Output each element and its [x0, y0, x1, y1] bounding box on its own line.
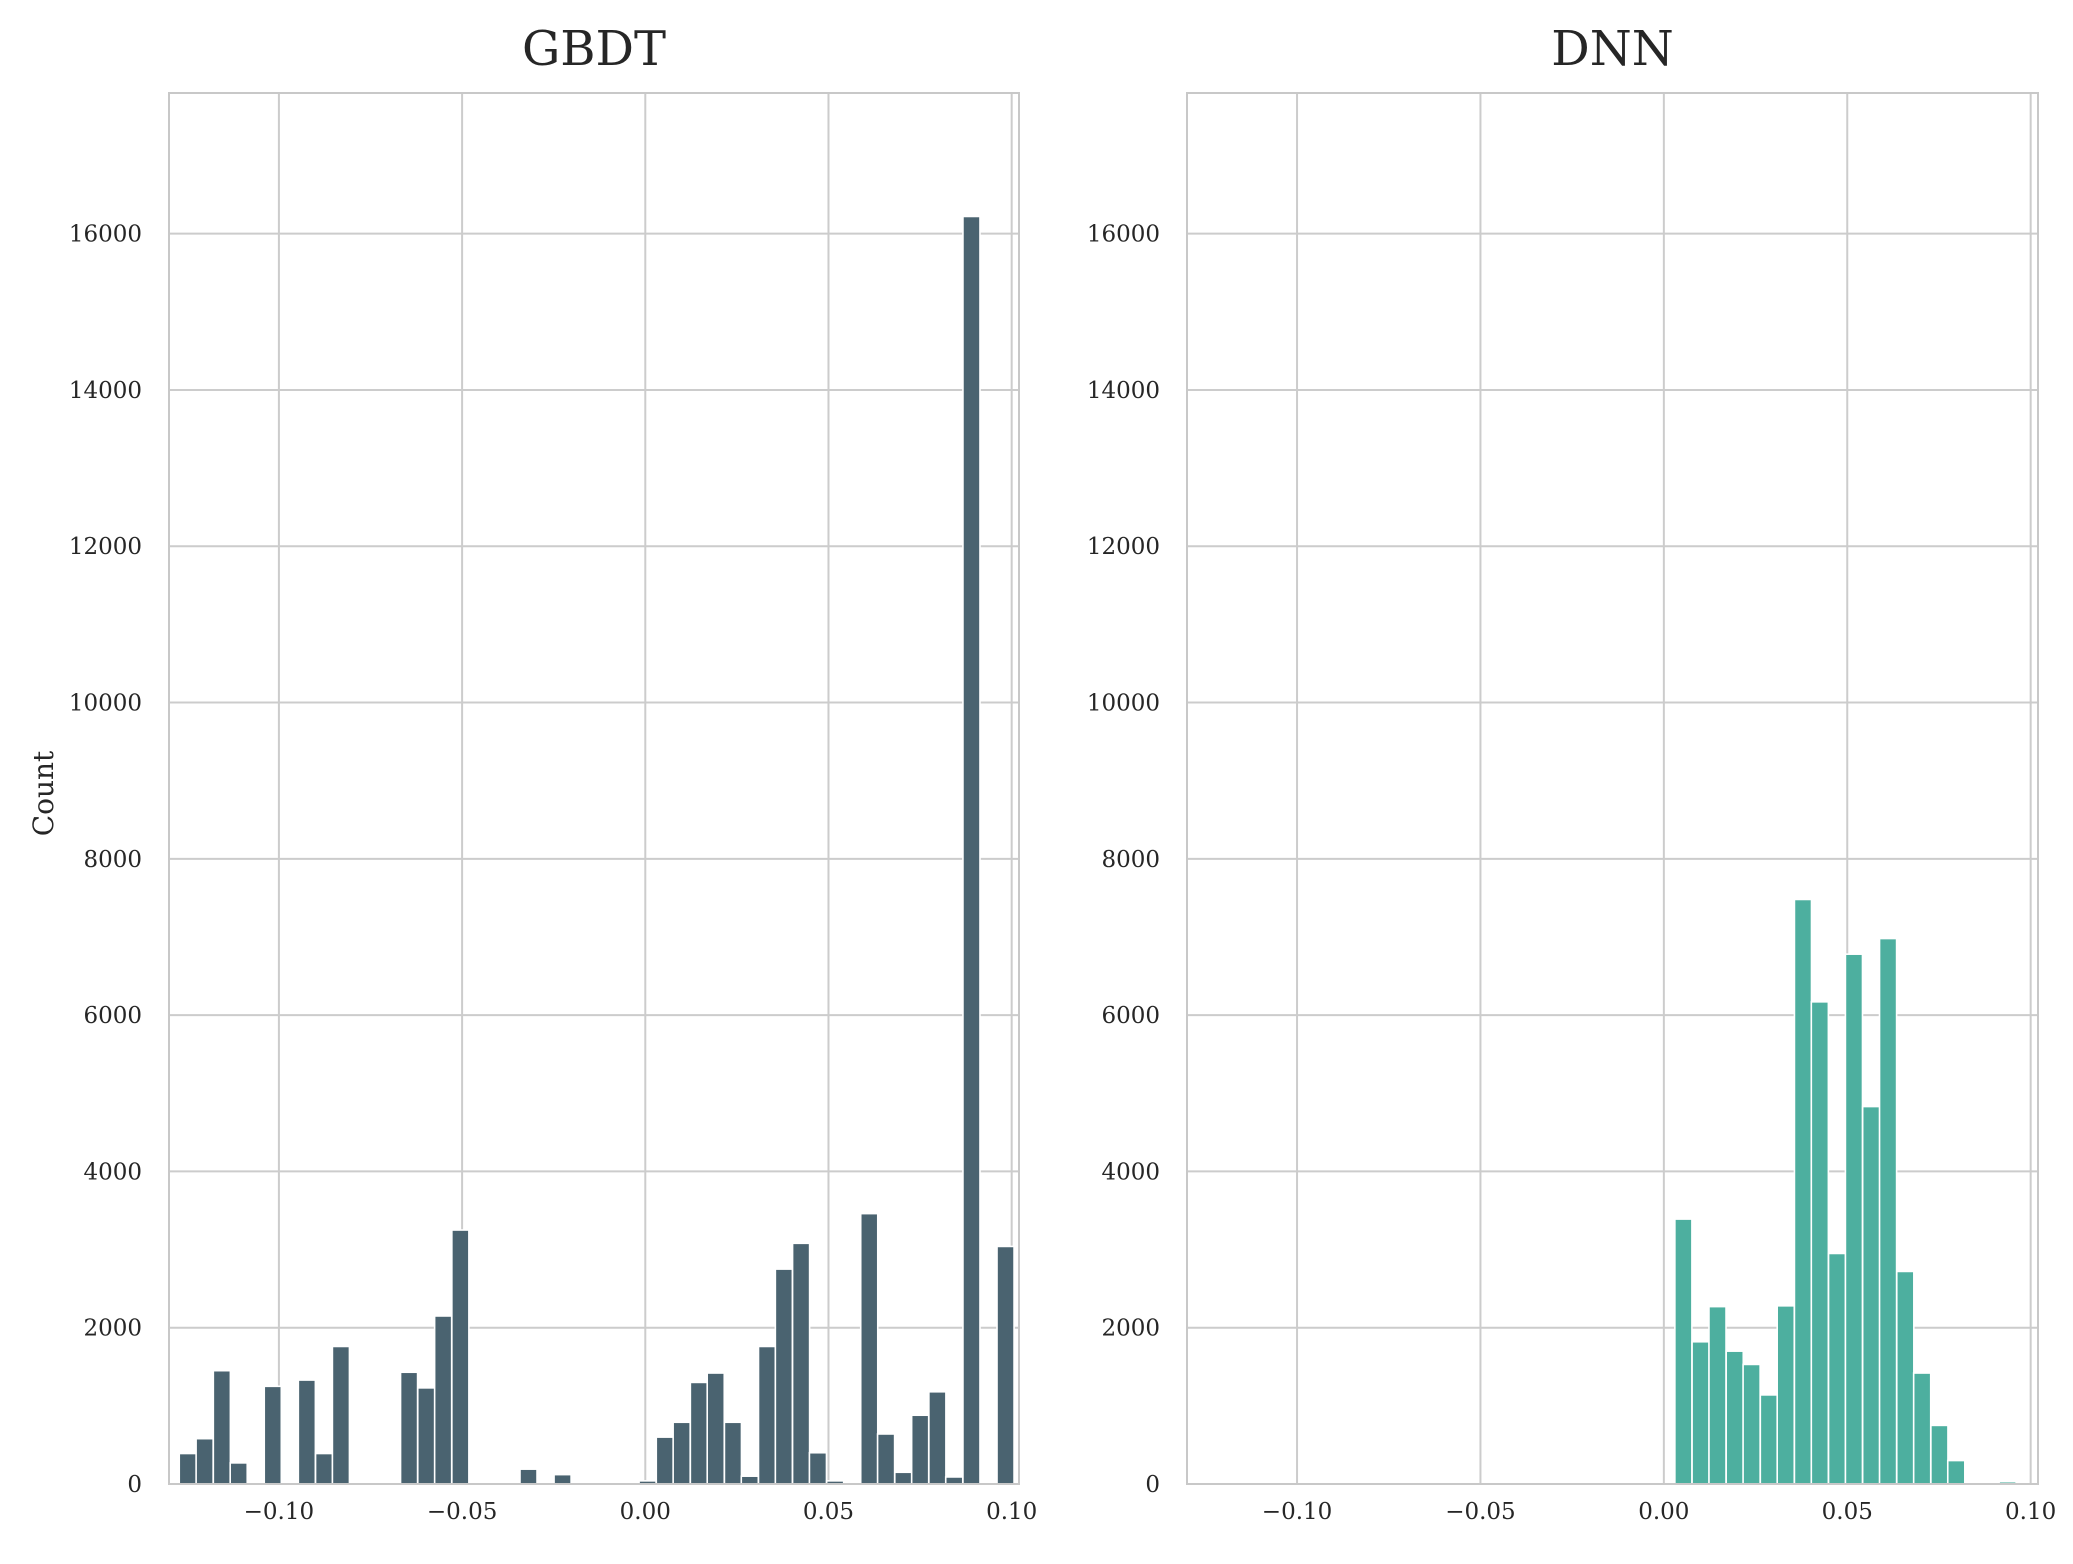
gbdt-y-tick-label-5: 10000	[69, 691, 142, 717]
dnn-y-tick-label-3: 6000	[1101, 1003, 1160, 1029]
gbdt-x-tick-label-3: 0.05	[803, 1499, 854, 1525]
dnn-y-tick-label-4: 8000	[1101, 847, 1160, 873]
dnn-y-tick-label-6: 12000	[1087, 534, 1160, 560]
gbdt-bar-48	[996, 1245, 1015, 1485]
gbdt-bar-34	[757, 1345, 777, 1485]
gbdt-bar-22	[553, 1473, 572, 1485]
gbdt-bar-8	[314, 1452, 334, 1485]
dnn-bar-9	[1827, 1252, 1847, 1485]
gbdt-y-axis-label: Count	[27, 750, 60, 836]
dnn-bar-10	[1844, 953, 1864, 1485]
dnn-y-tick-label-7: 14000	[1087, 378, 1160, 404]
gbdt-bar-28	[655, 1436, 675, 1485]
dnn-bar-15	[1930, 1424, 1949, 1485]
dnn-x-tick-label-4: 0.10	[2005, 1499, 2056, 1525]
gbdt-bar-29	[672, 1421, 691, 1485]
gbdt-bar-5	[263, 1385, 283, 1485]
gbdt-bar-20	[519, 1468, 538, 1485]
gbdt-y-tick-label-2: 4000	[83, 1159, 142, 1185]
dnn-bar-11	[1861, 1105, 1881, 1485]
dnn-bar-7	[1793, 898, 1813, 1485]
gbdt-bar-44	[928, 1390, 947, 1485]
gbdt-bar-41	[876, 1433, 896, 1485]
gbdt-bar-36	[791, 1242, 811, 1485]
dnn-bar-8	[1810, 1001, 1830, 1485]
gbdt-bar-9	[331, 1345, 351, 1485]
gbdt-x-tick-label-4: 0.10	[986, 1499, 1037, 1525]
gbdt-bar-40	[859, 1212, 879, 1485]
dnn-bar-12	[1878, 937, 1898, 1485]
dnn-x-tick-label-1: −0.05	[1445, 1499, 1515, 1525]
gbdt-title: GBDT	[522, 21, 666, 77]
gbdt-y-tick-label-0: 0	[127, 1472, 142, 1498]
gbdt-bar-2	[212, 1369, 232, 1485]
dnn-x-tick-label-3: 0.05	[1822, 1499, 1873, 1525]
dnn-bar-1	[1691, 1340, 1710, 1485]
gbdt-x-tick-label-0: −0.10	[244, 1499, 314, 1525]
gbdt-bar-3	[229, 1462, 249, 1485]
gbdt-bar-1	[195, 1437, 214, 1485]
dnn-axes-frame	[1186, 92, 2039, 1485]
dnn-bar-14	[1912, 1372, 1932, 1485]
dnn-bar-6	[1776, 1305, 1796, 1485]
gbdt-y-tick-label-8: 16000	[69, 222, 142, 248]
gbdt-x-tick-label-2: 0.00	[620, 1499, 671, 1525]
gbdt-y-tick-label-4: 8000	[83, 847, 142, 873]
dnn-y-tick-label-1: 2000	[1101, 1316, 1160, 1342]
dnn-y-tick-label-5: 10000	[1087, 691, 1160, 717]
dnn-bar-4	[1742, 1363, 1761, 1485]
dnn-x-tick-label-0: −0.10	[1262, 1499, 1332, 1525]
gbdt-x-tick-label-1: −0.05	[427, 1499, 497, 1525]
dnn-bar-16	[1946, 1459, 1966, 1485]
gbdt-y-tick-label-6: 12000	[69, 534, 142, 560]
gbdt-y-tick-label-1: 2000	[83, 1316, 142, 1342]
gbdt-y-tick-label-7: 14000	[69, 378, 142, 404]
gbdt-bar-43	[910, 1414, 930, 1485]
gbdt-bar-32	[723, 1421, 743, 1485]
dnn-bar-0	[1674, 1218, 1693, 1485]
gbdt-bar-30	[689, 1381, 709, 1485]
gbdt-bar-13	[399, 1371, 419, 1485]
gbdt-bar-33	[740, 1475, 760, 1485]
gbdt-bar-14	[416, 1387, 436, 1485]
dnn-bar-3	[1725, 1350, 1745, 1485]
dnn-bar-2	[1708, 1305, 1727, 1485]
dnn-panel: −0.10 −0.05 0.00 0.05 0.10 0 2000 4000 6000 8000 1…	[1087, 21, 2056, 1525]
gbdt-panel: −0.10 −0.05 0.00 0.05 0.10 0 2000 4000 6000 8000 1…	[27, 21, 1037, 1525]
gbdt-axes-frame	[168, 92, 1020, 1485]
dnn-bar-5	[1759, 1394, 1779, 1485]
dnn-y-tick-label-0: 0	[1145, 1472, 1160, 1498]
gbdt-bar-42	[893, 1471, 913, 1485]
gbdt-bar-15	[433, 1315, 453, 1485]
gbdt-bar-46	[962, 215, 981, 1485]
gbdt-bar-35	[774, 1268, 794, 1485]
dnn-y-tick-label-2: 4000	[1101, 1159, 1160, 1185]
dnn-x-tick-label-2: 0.00	[1638, 1499, 1689, 1525]
gbdt-y-tick-label-3: 6000	[83, 1003, 142, 1029]
gbdt-bar-45	[944, 1476, 964, 1485]
gbdt-bar-31	[706, 1372, 726, 1485]
dnn-title: DNN	[1551, 21, 1673, 77]
gbdt-bar-0	[178, 1452, 198, 1485]
gbdt-bar-7	[297, 1379, 317, 1485]
dnn-y-tick-label-8: 16000	[1087, 222, 1160, 248]
dnn-bar-13	[1895, 1270, 1915, 1485]
gbdt-bar-16	[451, 1229, 470, 1485]
gbdt-bar-37	[808, 1451, 828, 1485]
